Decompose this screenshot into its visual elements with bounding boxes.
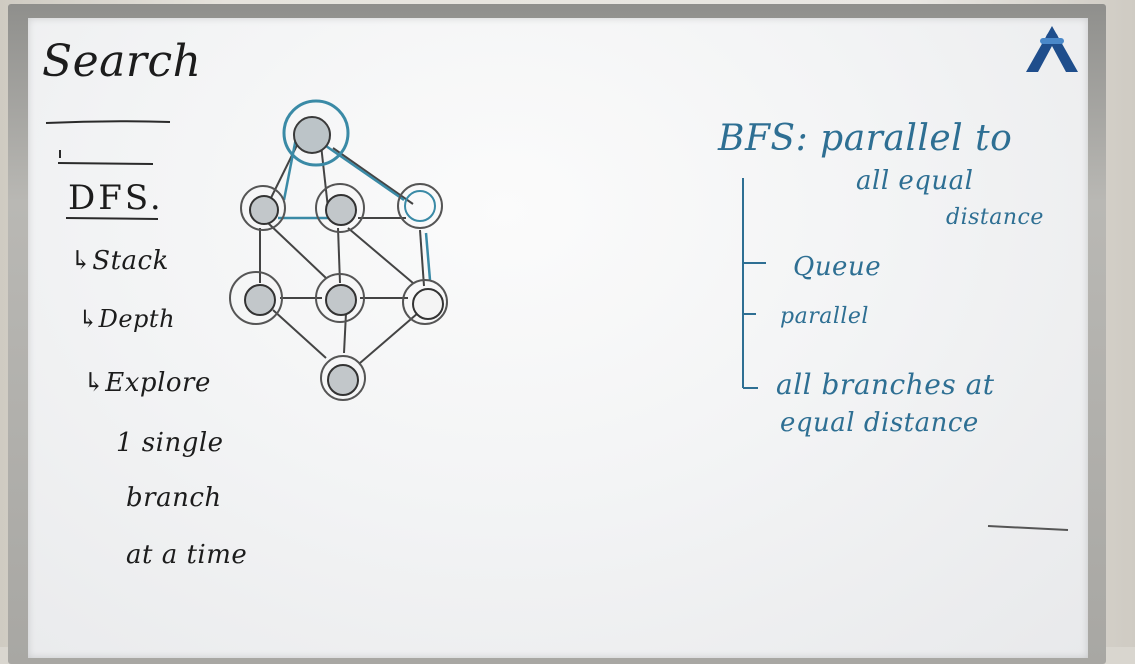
search-underline bbox=[45, 120, 171, 124]
graph-node-inner bbox=[325, 284, 357, 316]
graph-node bbox=[315, 273, 365, 323]
graph-edges bbox=[259, 132, 425, 364]
dfs-branch-note: branch bbox=[126, 483, 222, 513]
bfs-parallel-note: parallel bbox=[780, 304, 869, 329]
graph-node-inner bbox=[244, 284, 276, 316]
dfs-explore-note: ↳Explore bbox=[83, 368, 211, 398]
graph-nodes bbox=[229, 99, 448, 401]
dfs-underline bbox=[65, 217, 159, 220]
graph-node-inner bbox=[249, 195, 279, 225]
bfs-branches-note: all branches at bbox=[776, 368, 995, 401]
bfs-all-equal: all equal bbox=[856, 166, 974, 196]
graph-node-root-inner bbox=[293, 116, 331, 154]
blue-triangle-logo-icon bbox=[1026, 26, 1078, 72]
dfs-stack-note: ↳Stack bbox=[70, 246, 169, 276]
graph-node-inner bbox=[327, 364, 359, 396]
bfs-tree-lines bbox=[742, 178, 766, 389]
graph-node-inner bbox=[412, 288, 444, 320]
dfs-overline bbox=[57, 162, 154, 165]
graph-node bbox=[315, 183, 365, 233]
graph-node bbox=[229, 271, 283, 325]
search-title: Search bbox=[42, 36, 202, 87]
graph-node bbox=[320, 355, 366, 401]
dfs-single-note: 1 single bbox=[116, 428, 224, 458]
graph-node-inner bbox=[325, 194, 357, 226]
dfs-depth-note: ↳Depth bbox=[78, 305, 176, 333]
dfs-heading: DFS. bbox=[68, 178, 164, 218]
bfs-queue-note: Queue bbox=[793, 252, 882, 282]
graph-node bbox=[397, 183, 443, 229]
bfs-heading: BFS: parallel to bbox=[718, 118, 1013, 159]
graph-node bbox=[402, 279, 448, 325]
ink-marks bbox=[45, 99, 1069, 531]
graph-node-root bbox=[282, 99, 350, 167]
graph-node-inner bbox=[404, 190, 436, 222]
board-mark bbox=[987, 525, 1069, 531]
bfs-distance: distance bbox=[946, 205, 1044, 230]
dfs-time-note: at a time bbox=[126, 540, 248, 570]
graph-node bbox=[240, 185, 286, 231]
bfs-equal-distance-note: equal distance bbox=[780, 408, 979, 438]
whiteboard: Search DFS. ↳Stack ↳Depth ↳Explore 1 sin… bbox=[28, 18, 1088, 658]
